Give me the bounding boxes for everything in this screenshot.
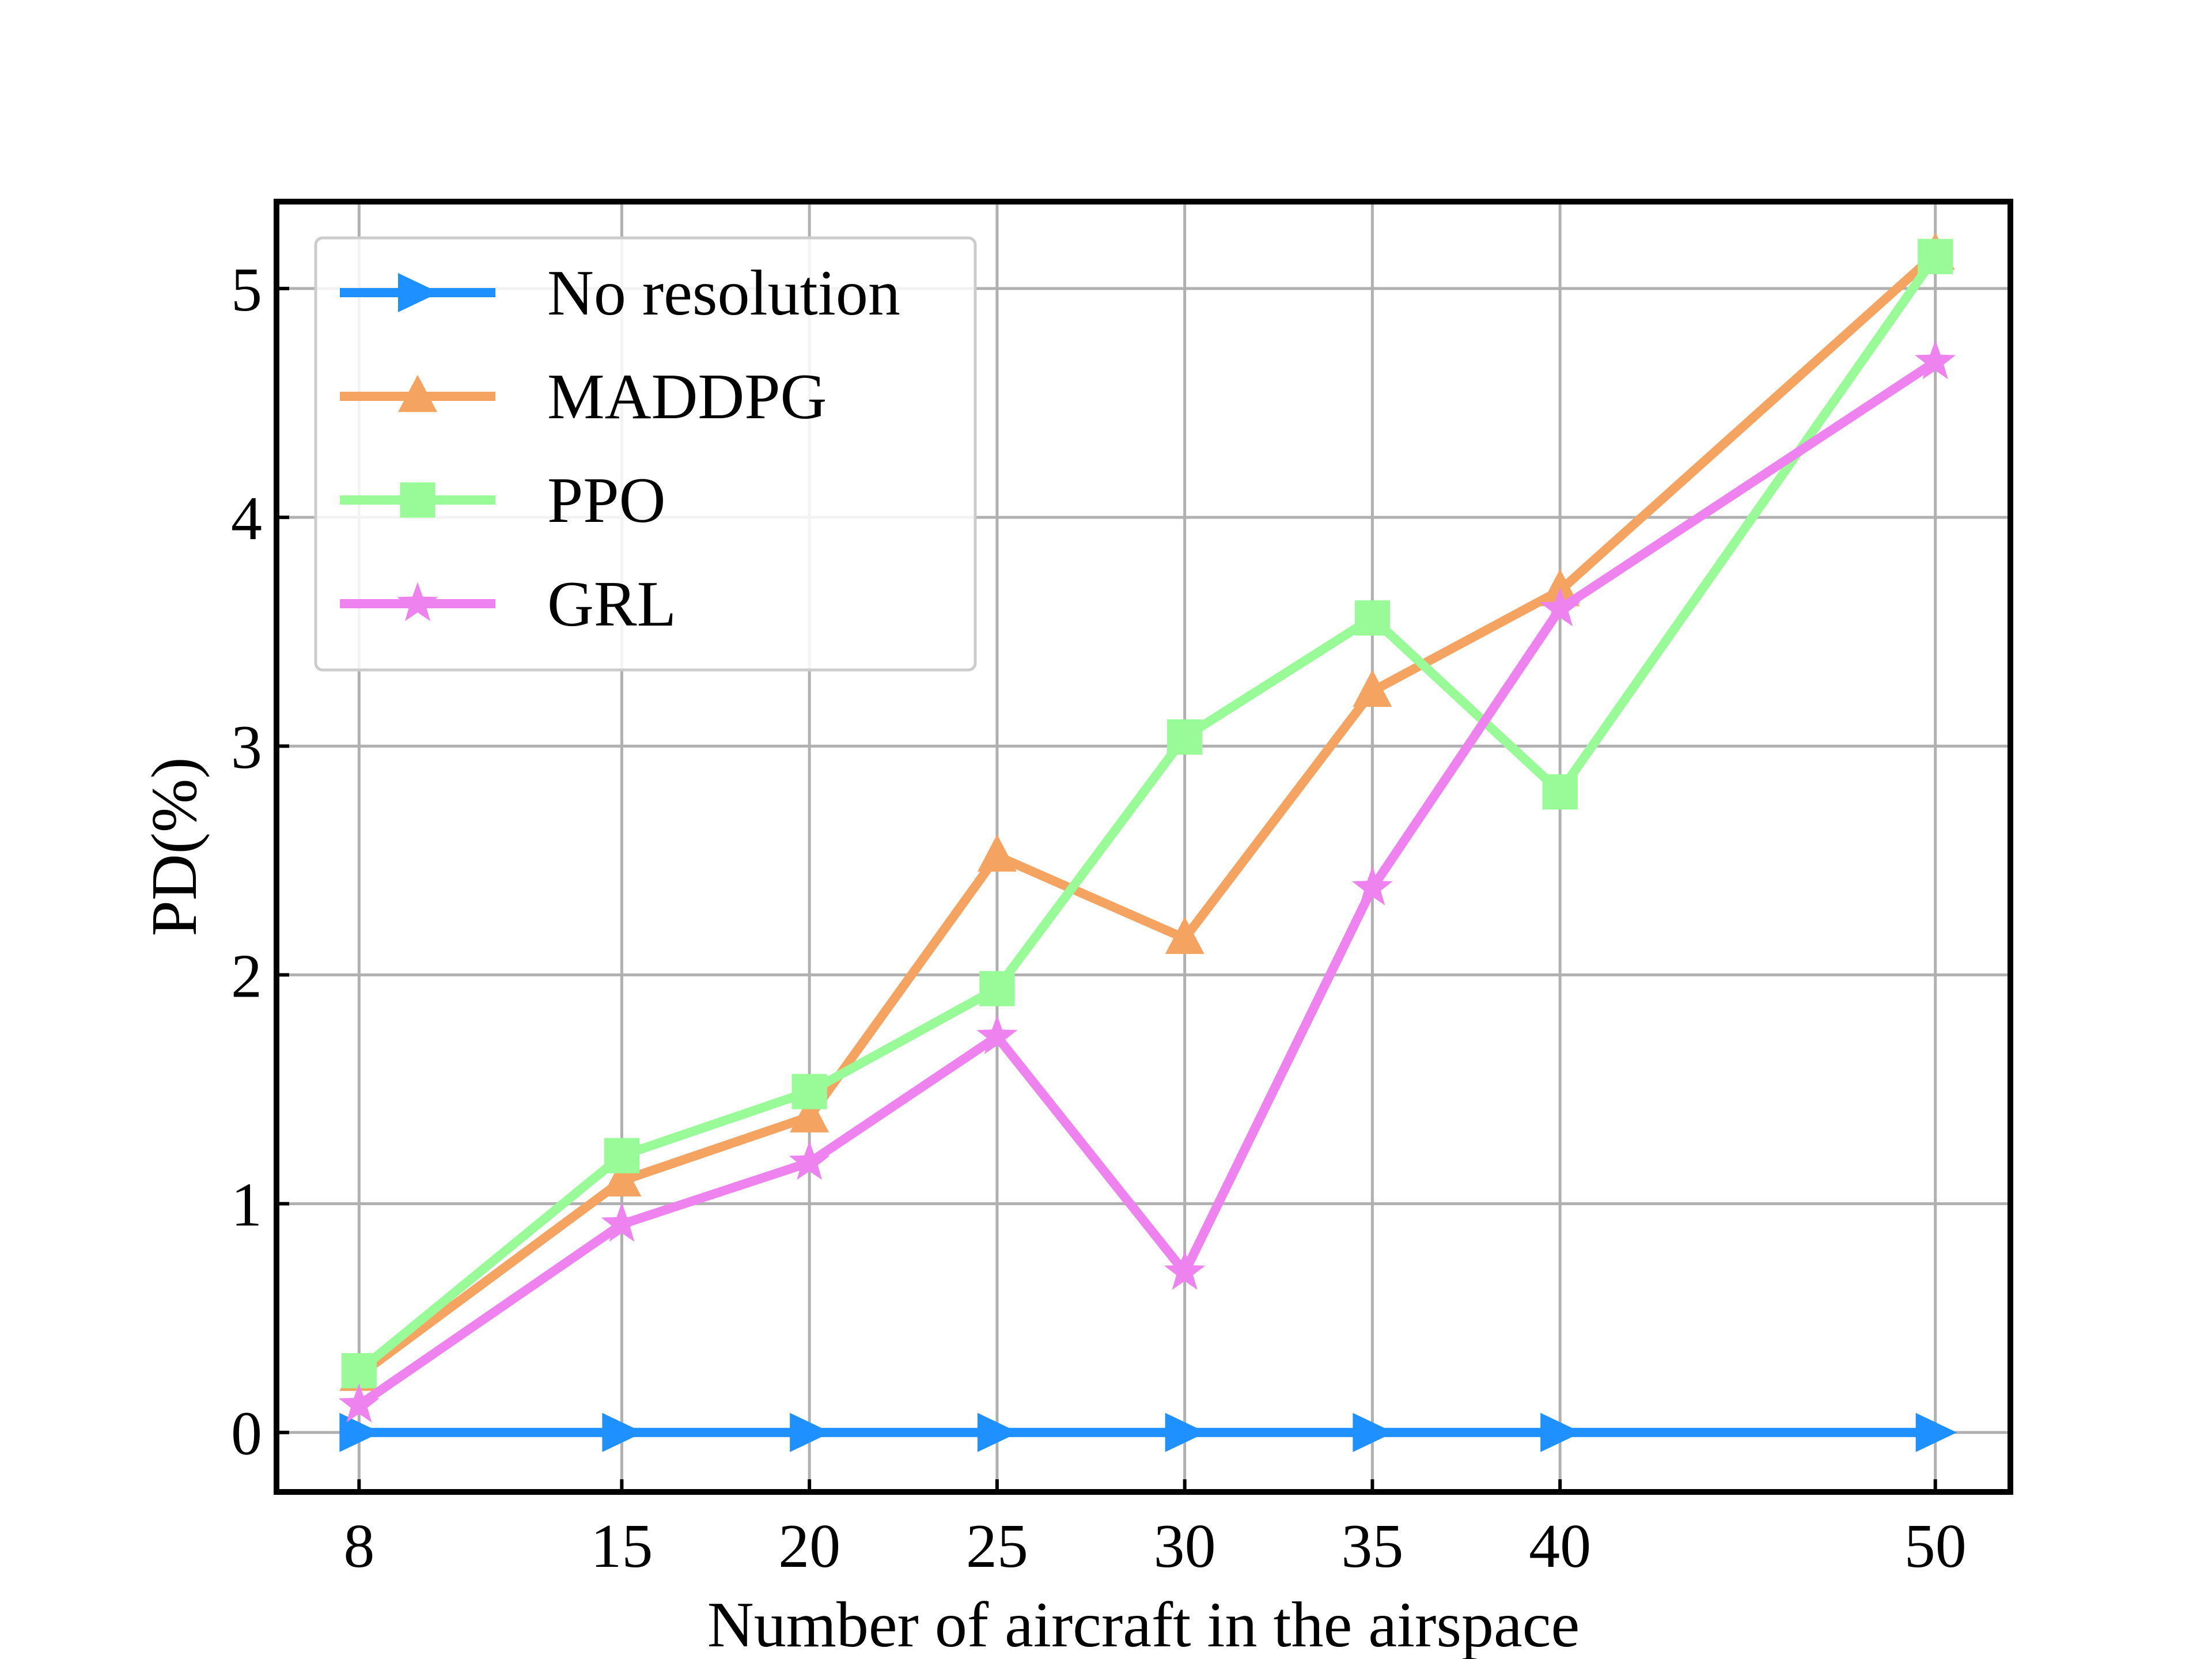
data-point-no-resolution (602, 1412, 643, 1452)
legend-marker (398, 374, 437, 412)
data-point-no-resolution (1165, 1412, 1207, 1452)
data-point-maddpg (790, 1095, 830, 1132)
data-point-grl (1539, 587, 1581, 627)
legend-label: MADDPG (547, 361, 827, 433)
x-tick-label: 15 (590, 1512, 653, 1581)
data-point-maddpg (977, 834, 1017, 872)
series-line-maddpg (356, 251, 1939, 1379)
legend-marker (397, 582, 438, 622)
legend-label: PPO (547, 465, 665, 536)
x-tick-label: 20 (778, 1512, 840, 1581)
data-point-ppo (1167, 719, 1203, 755)
data-point-grl (976, 1015, 1018, 1054)
series-line-ppo (356, 253, 1940, 1374)
y-tick-label: 5 (231, 256, 262, 324)
data-point-ppo (1918, 238, 1953, 274)
y-tick-label: 2 (231, 942, 262, 1010)
data-point-maddpg (602, 1159, 642, 1197)
y-tick-label: 1 (231, 1171, 262, 1240)
data-point-ppo (341, 1353, 377, 1389)
y-tick-label: 0 (231, 1400, 262, 1468)
legend-label: No resolution (547, 257, 900, 329)
data-point-grl (601, 1202, 642, 1242)
series-no-resolution (339, 1412, 1957, 1452)
grid-lines (276, 202, 2010, 1492)
data-point-no-resolution (1353, 1412, 1394, 1452)
series-ppo (341, 238, 1953, 1389)
data-point-ppo (791, 1074, 827, 1109)
data-point-ppo (1354, 600, 1391, 636)
series-line-grl (356, 358, 1938, 1409)
x-axis-title: Number of aircraft in the airspace (707, 1589, 1580, 1659)
x-tick-label: 40 (1529, 1512, 1591, 1581)
legend: No resolution MADDPG PPO GRL (314, 236, 977, 672)
legend-marker (400, 482, 435, 518)
data-point-no-resolution (977, 1412, 1019, 1452)
legend-item-no-resolution: No resolution (340, 257, 900, 329)
axis-ticks: 8 15 20 25 30 35 40 50 0 1 2 3 4 5 (231, 256, 1967, 1581)
data-point-grl (338, 1383, 380, 1423)
legend-item-grl: GRL (340, 569, 676, 640)
plot-frame (274, 199, 2013, 1495)
x-tick-label: 35 (1341, 1512, 1403, 1581)
x-tick-label: 8 (343, 1512, 374, 1581)
y-tick-label: 4 (231, 484, 262, 553)
legend-item-ppo: PPO (340, 465, 665, 536)
data-point-no-resolution (790, 1412, 831, 1452)
data-point-ppo (1542, 774, 1578, 810)
y-axis-title: PD(%) (139, 757, 210, 936)
legend-label: GRL (547, 569, 676, 640)
data-point-grl (1164, 1251, 1206, 1290)
x-tick-label: 50 (1904, 1512, 1967, 1581)
data-point-ppo (604, 1138, 639, 1173)
data-point-no-resolution (1540, 1412, 1582, 1452)
series-layer (338, 232, 1957, 1452)
data-point-no-resolution (1915, 1412, 1957, 1452)
data-point-maddpg (1353, 669, 1392, 707)
series-grl (338, 340, 1956, 1423)
data-point-no-resolution (339, 1412, 381, 1452)
data-point-grl (1915, 340, 1956, 380)
y-tick-label: 3 (231, 713, 262, 782)
data-point-grl (789, 1141, 830, 1180)
data-point-maddpg (1165, 916, 1205, 955)
data-point-ppo (979, 971, 1015, 1006)
legend-frame (314, 236, 977, 672)
legend-marker (398, 273, 440, 312)
x-tick-label: 25 (966, 1512, 1028, 1581)
legend-item-maddpg: MADDPG (340, 361, 827, 433)
x-tick-label: 30 (1154, 1512, 1216, 1581)
data-point-grl (1351, 866, 1393, 906)
